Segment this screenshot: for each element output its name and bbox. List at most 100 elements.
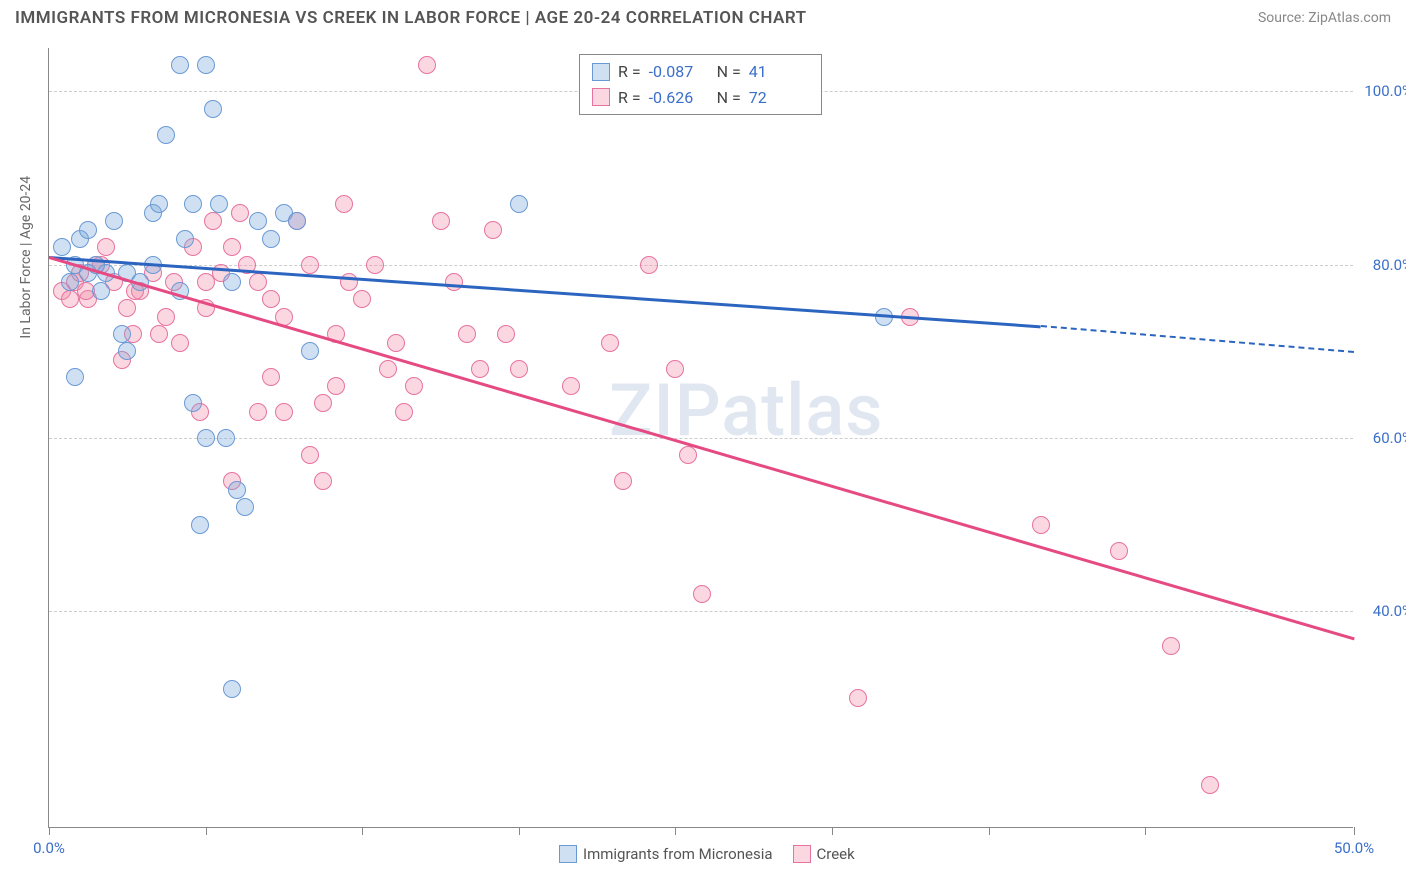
data-point: [66, 368, 84, 386]
data-point: [275, 403, 293, 421]
data-point: [176, 230, 194, 248]
data-point: [445, 273, 463, 291]
data-point: [458, 325, 476, 343]
data-point: [301, 342, 319, 360]
data-point: [61, 290, 79, 308]
data-point: [395, 403, 413, 421]
data-point: [204, 100, 222, 118]
data-point: [197, 429, 215, 447]
data-point: [236, 498, 254, 516]
data-point: [1032, 516, 1050, 534]
r-value: -0.626: [649, 85, 709, 111]
trend-line: [49, 256, 1355, 640]
data-point: [497, 325, 515, 343]
x-tick: [1354, 827, 1355, 835]
data-point: [184, 394, 202, 412]
legend-item: Immigrants from Micronesia: [559, 845, 773, 863]
data-point: [223, 680, 241, 698]
x-tick: [675, 827, 676, 835]
gridline: [49, 438, 1353, 439]
x-tick: [1145, 827, 1146, 835]
x-tick-label: 0.0%: [33, 839, 65, 857]
data-point: [262, 368, 280, 386]
data-point: [150, 195, 168, 213]
data-point: [387, 334, 405, 352]
y-tick-label: 60.0%: [1373, 429, 1406, 447]
r-label: R =: [618, 85, 641, 111]
data-point: [353, 290, 371, 308]
data-point: [157, 126, 175, 144]
data-point: [1162, 637, 1180, 655]
data-point: [118, 342, 136, 360]
data-point: [249, 212, 267, 230]
y-tick-label: 100.0%: [1364, 82, 1406, 100]
data-point: [231, 204, 249, 222]
data-point: [157, 308, 175, 326]
r-value: -0.087: [649, 59, 709, 85]
r-label: R =: [618, 59, 641, 85]
data-point: [171, 334, 189, 352]
data-point: [97, 238, 115, 256]
stats-row: R = -0.087 N = 41: [592, 59, 809, 85]
legend-item: Creek: [793, 845, 855, 863]
y-axis-label: In Labor Force | Age 20-24: [18, 176, 34, 339]
data-point: [666, 360, 684, 378]
data-point: [191, 516, 209, 534]
data-point: [366, 256, 384, 274]
data-point: [335, 195, 353, 213]
legend-swatch: [592, 63, 610, 81]
data-point: [1110, 542, 1128, 560]
data-point: [53, 238, 71, 256]
x-tick: [519, 827, 520, 835]
n-label: N =: [717, 85, 741, 111]
data-point: [113, 325, 131, 343]
data-point: [614, 472, 632, 490]
data-point: [301, 446, 319, 464]
trend-line: [49, 256, 1041, 328]
data-point: [197, 56, 215, 74]
gridline: [49, 611, 1353, 612]
data-point: [118, 299, 136, 317]
x-tick: [832, 827, 833, 835]
data-point: [471, 360, 489, 378]
watermark: ZIPatlas: [609, 368, 883, 453]
x-tick: [989, 827, 990, 835]
legend-swatch: [559, 845, 577, 863]
x-tick: [206, 827, 207, 835]
data-point: [79, 221, 97, 239]
chart-title: IMMIGRANTS FROM MICRONESIA VS CREEK IN L…: [15, 8, 807, 28]
legend-swatch: [793, 845, 811, 863]
data-point: [314, 394, 332, 412]
data-point: [288, 212, 306, 230]
data-point: [223, 273, 241, 291]
x-tick-label: 50.0%: [1334, 839, 1374, 857]
scatter-chart: ZIPatlas 40.0%60.0%80.0%100.0%0.0%50.0%R…: [48, 48, 1353, 828]
data-point: [171, 56, 189, 74]
data-point: [510, 360, 528, 378]
y-tick-label: 40.0%: [1373, 602, 1406, 620]
n-label: N =: [717, 59, 741, 85]
data-point: [379, 360, 397, 378]
data-point: [432, 212, 450, 230]
data-point: [327, 377, 345, 395]
data-point: [510, 195, 528, 213]
data-point: [228, 481, 246, 499]
data-point: [301, 256, 319, 274]
data-point: [640, 256, 658, 274]
source-label: Source: ZipAtlas.com: [1258, 10, 1391, 26]
stats-legend: R = -0.087 N = 41 R = -0.626 N = 72: [579, 54, 822, 115]
data-point: [249, 403, 267, 421]
trend-line: [1041, 325, 1354, 353]
data-point: [150, 325, 168, 343]
legend-label: Immigrants from Micronesia: [583, 845, 773, 863]
data-point: [204, 212, 222, 230]
data-point: [405, 377, 423, 395]
stats-row: R = -0.626 N = 72: [592, 85, 809, 111]
data-point: [92, 282, 110, 300]
x-tick: [49, 827, 50, 835]
data-point: [484, 221, 502, 239]
data-point: [262, 230, 280, 248]
n-value: 41: [749, 59, 809, 85]
n-value: 72: [749, 85, 809, 111]
data-point: [601, 334, 619, 352]
